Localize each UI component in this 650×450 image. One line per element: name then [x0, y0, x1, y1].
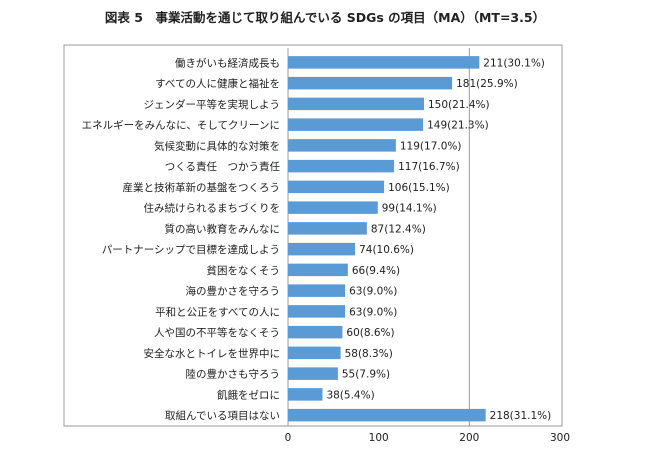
gridlines — [287, 48, 470, 426]
bar — [288, 263, 348, 277]
bar — [288, 367, 338, 380]
bar — [288, 408, 486, 422]
data-label: 55(7.9%) — [342, 369, 390, 381]
bar — [288, 284, 346, 297]
bar — [288, 388, 323, 401]
bar — [288, 346, 341, 360]
category-label: 海の豊かさを守ろう — [186, 285, 281, 298]
bar — [288, 325, 343, 339]
category-label: 陸の豊かさも守ろう — [186, 368, 281, 381]
data-label: 181(25.9%) — [456, 78, 518, 90]
data-label: 211(30.1%) — [483, 57, 545, 69]
category-label: パートナーシップで目標を達成しよう — [102, 243, 280, 256]
data-label: 38(5.4%) — [326, 389, 374, 401]
bar — [288, 97, 424, 111]
bars: 働きがいも経済成長も 211(30.1%) すべての人に健康と福祉を 181(25.9… — [82, 56, 552, 422]
category-label: すべての人に健康と福祉を — [155, 77, 280, 90]
data-label: 117(16.7%) — [398, 161, 460, 173]
category-label: 産業と技術革新の基盤をつくろう — [123, 181, 281, 194]
data-label: 60(8.6%) — [346, 327, 394, 339]
category-label: ジェンダー平等を実現しよう — [144, 98, 281, 111]
chart-frame — [63, 44, 563, 427]
data-label: 63(9.0%) — [349, 286, 397, 298]
data-label: 149(21.3%) — [427, 120, 489, 132]
x-tick-label: 0 — [285, 432, 292, 444]
chart-title: 図表 5 事業活動を通じて取り組んでいる SDGs の項目（MA）（MT=3.5… — [105, 10, 545, 25]
bar — [288, 56, 480, 69]
data-label: 63(9.0%) — [349, 306, 397, 318]
category-label: エネルギーをみんなに、そしてクリーンに — [82, 120, 280, 132]
data-label: 99(14.1%) — [382, 203, 437, 215]
category-label: 働きがいも経済成長も — [175, 56, 280, 69]
category-label: 住み続けられるまちづくりを — [144, 202, 281, 215]
x-axis: 0 100 200 300 — [285, 432, 570, 444]
data-label: 74(10.6%) — [359, 244, 414, 256]
data-label: 58(8.3%) — [345, 348, 393, 360]
bar — [288, 180, 385, 194]
data-label: 150(21.4%) — [428, 99, 490, 111]
data-label: 119(17.0%) — [400, 140, 462, 152]
bar — [288, 242, 356, 256]
data-label: 106(15.1%) — [388, 182, 450, 194]
bar — [288, 76, 453, 90]
x-tick-label: 300 — [550, 432, 570, 444]
bar — [288, 118, 424, 131]
x-tick-label: 100 — [369, 432, 389, 444]
category-label: 取組んでいる項目はない — [165, 409, 280, 422]
data-label: 66(9.4%) — [352, 265, 400, 277]
bar — [288, 305, 346, 318]
category-label: 貧困をなくそう — [207, 264, 281, 277]
category-label: 安全な水とトイレを世界中に — [144, 347, 281, 360]
category-label: 気候変動に具体的な対策を — [154, 139, 280, 152]
x-tick-label: 200 — [459, 432, 479, 444]
data-label: 218(31.1%) — [490, 410, 552, 422]
category-label: 人や国の不平等をなくそう — [154, 326, 280, 339]
bar — [288, 201, 378, 214]
bar — [288, 139, 396, 152]
data-label: 87(12.4%) — [371, 223, 426, 235]
category-label: 飢餓をゼロに — [217, 388, 280, 401]
category-label: 平和と公正をすべての人に — [155, 306, 280, 318]
bar — [288, 222, 367, 235]
bar — [288, 159, 395, 173]
category-label: つくる責任 つかう責任 — [165, 160, 281, 173]
category-label: 質の高い教育をみんなに — [165, 222, 281, 235]
